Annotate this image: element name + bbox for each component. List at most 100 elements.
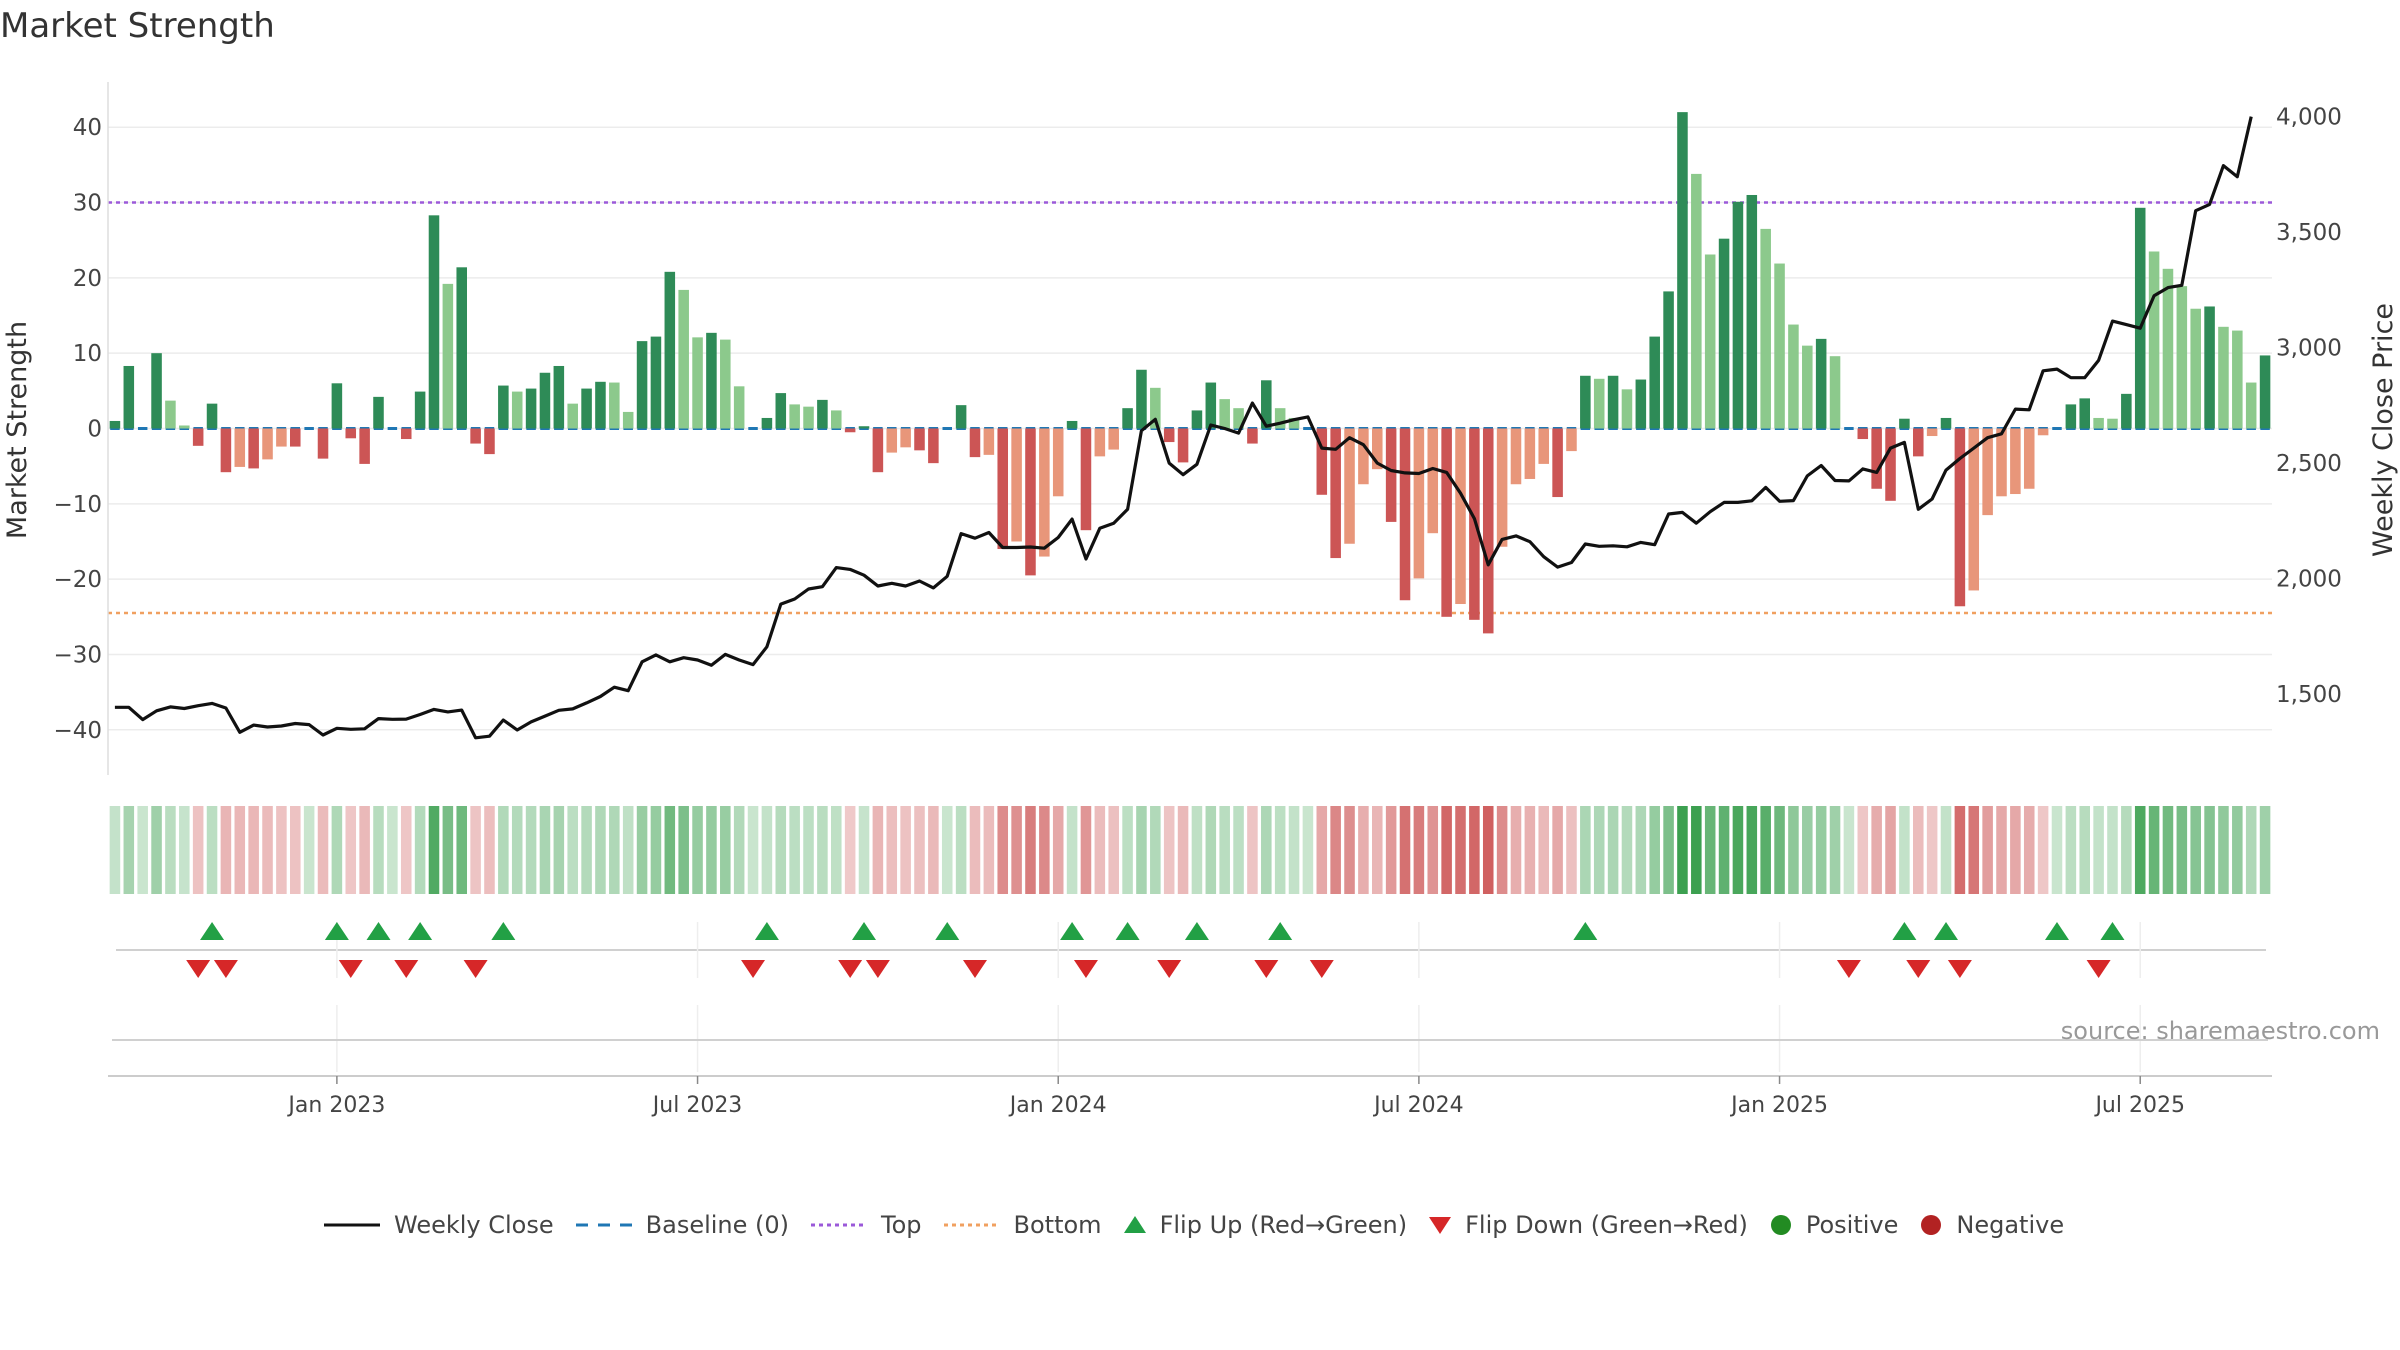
heat-strip-cell bbox=[345, 806, 357, 894]
strength-bar bbox=[761, 417, 773, 429]
strength-bar bbox=[359, 428, 370, 464]
y-right-tick-label: 3,000 bbox=[2276, 336, 2342, 362]
flip-markers-panel bbox=[116, 922, 2266, 978]
heat-strip-cell bbox=[2023, 806, 2035, 894]
heat-strip-cell bbox=[1080, 806, 1092, 894]
heat-strip-cell bbox=[2245, 806, 2257, 894]
strength-bar bbox=[872, 428, 884, 473]
strength-bar bbox=[2162, 268, 2174, 429]
strength-bar bbox=[1316, 428, 1328, 495]
line-dotted-orange-icon bbox=[943, 1223, 1000, 1227]
strength-bar bbox=[1330, 428, 1341, 559]
chart-legend: Weekly Close Baseline (0) Top Bottom Flip Up… bbox=[322, 1208, 2084, 1242]
heat-strip-cell bbox=[539, 806, 551, 894]
heat-strip-cell bbox=[1469, 806, 1480, 894]
strength-bar bbox=[969, 428, 981, 458]
legend-label: Bottom bbox=[1013, 1211, 1102, 1239]
heat-strip-cell bbox=[276, 806, 287, 894]
heat-strip-cell bbox=[817, 806, 828, 894]
heat-strip-cell bbox=[1247, 806, 1258, 894]
flip-down-marker bbox=[962, 960, 987, 978]
heat-strip-cell bbox=[720, 806, 731, 894]
y-right-axis-title: Weekly Close Price bbox=[2368, 303, 2399, 557]
flip-down-marker bbox=[1836, 960, 1861, 978]
heat-strip-cell bbox=[1524, 806, 1536, 894]
heat-strip-cell bbox=[1982, 806, 1993, 894]
heat-strip-cell bbox=[1302, 806, 1314, 894]
heat-strip-cell bbox=[331, 806, 343, 894]
strength-bar bbox=[1580, 375, 1591, 429]
strength-bar bbox=[1774, 263, 1785, 429]
heat-strip-cell bbox=[1399, 806, 1411, 894]
heat-strip-cell bbox=[1482, 806, 1494, 894]
strength-bar bbox=[206, 403, 218, 429]
strength-heat-strip bbox=[109, 806, 2271, 894]
flip-down-marker bbox=[394, 960, 419, 978]
heat-strip-cell bbox=[303, 806, 315, 894]
heat-strip-cell bbox=[1802, 806, 1813, 894]
strength-bar bbox=[2190, 308, 2201, 429]
heat-strip-cell bbox=[1968, 806, 1980, 894]
heat-strip-cell bbox=[872, 806, 884, 894]
legend-label: Flip Up (Red→Green) bbox=[1159, 1211, 1408, 1239]
heat-strip-cell bbox=[581, 806, 592, 894]
strength-bar bbox=[1441, 428, 1452, 617]
strength-bar bbox=[1732, 201, 1744, 429]
legend-item-negative[interactable]: Negative bbox=[1918, 1211, 2064, 1239]
heat-strip-cell bbox=[2232, 806, 2243, 894]
flip-up-marker bbox=[366, 922, 391, 940]
heat-strip-cell bbox=[1788, 806, 1799, 894]
heat-strip-cell bbox=[1094, 806, 1106, 894]
heat-strip-cell bbox=[511, 806, 523, 894]
strength-bar bbox=[1288, 417, 1300, 429]
legend-item-positive[interactable]: Positive bbox=[1768, 1211, 1898, 1239]
heat-strip-cell bbox=[400, 806, 412, 894]
heat-strip-cell bbox=[1704, 806, 1716, 894]
flip-up-marker bbox=[935, 922, 960, 940]
weekly-close-line bbox=[114, 116, 2253, 740]
heat-strip-cell bbox=[456, 806, 468, 894]
heat-strip-cell bbox=[1885, 806, 1896, 894]
heat-strip-cell bbox=[692, 806, 703, 894]
strength-bar bbox=[1635, 379, 1647, 429]
heat-strip-cell bbox=[484, 806, 495, 894]
strength-bar bbox=[609, 382, 620, 429]
flip-up-marker bbox=[200, 922, 225, 940]
strength-bar bbox=[109, 420, 121, 429]
flip-down-marker bbox=[1947, 960, 1972, 978]
heat-strip-cell bbox=[1233, 806, 1244, 894]
strength-bar bbox=[1788, 324, 1799, 429]
heat-strip-cell bbox=[1732, 806, 1744, 894]
strength-bar bbox=[1982, 428, 1993, 516]
strength-bar bbox=[331, 383, 343, 429]
strength-bar bbox=[1593, 378, 1605, 429]
legend-label: Negative bbox=[1956, 1211, 2065, 1239]
strength-bar bbox=[1413, 428, 1425, 579]
heat-strip-cell bbox=[1580, 806, 1591, 894]
y-left-axis-title: Market Strength bbox=[2, 321, 33, 539]
strength-bar bbox=[858, 426, 870, 429]
strength-bar bbox=[1025, 428, 1036, 576]
strength-bar bbox=[1524, 428, 1536, 479]
legend-item-close[interactable]: Weekly Close bbox=[322, 1211, 554, 1239]
strength-bar bbox=[1496, 428, 1508, 547]
strength-bar bbox=[2107, 418, 2118, 429]
heat-strip-cell bbox=[234, 806, 246, 894]
legend-item-top[interactable]: Top bbox=[809, 1211, 922, 1239]
legend-item-flip_down[interactable]: Flip Down (Green→Red) bbox=[1427, 1211, 1748, 1239]
heat-strip-cell bbox=[1871, 806, 1882, 894]
strength-bar bbox=[1677, 112, 1688, 429]
y-left-tick-label: −30 bbox=[53, 642, 102, 668]
strength-bar bbox=[636, 341, 648, 429]
y-right-tick-label: 1,500 bbox=[2276, 682, 2342, 708]
legend-item-flip_up[interactable]: Flip Up (Red→Green) bbox=[1122, 1211, 1408, 1239]
strength-bar bbox=[539, 372, 551, 429]
legend-item-bottom[interactable]: Bottom bbox=[942, 1211, 1102, 1239]
strength-bar bbox=[1760, 228, 1771, 429]
heat-strip-cell bbox=[1926, 806, 1938, 894]
strength-bar bbox=[553, 365, 565, 429]
legend-item-baseline[interactable]: Baseline (0) bbox=[574, 1211, 789, 1239]
y-left-tick-label: 10 bbox=[73, 341, 102, 367]
heat-strip-cell bbox=[248, 806, 259, 894]
flip-down-marker bbox=[1254, 960, 1279, 978]
